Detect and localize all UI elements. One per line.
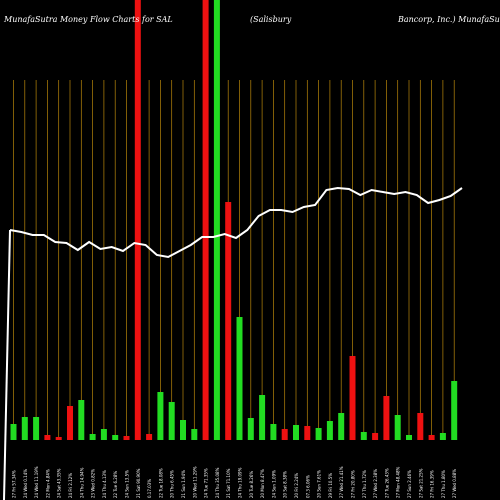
x-tick-label: 24 Tue 71.35% — [204, 468, 209, 498]
money-flow-bar — [383, 396, 390, 440]
money-flow-bar — [406, 435, 412, 440]
x-tick-label: 21 Sat 90.90% — [136, 468, 141, 498]
money-flow-bar — [100, 429, 107, 440]
money-flow-bar — [451, 381, 458, 440]
x-tick-label: 27 Tue 26.43% — [384, 468, 389, 498]
money-flow-bar — [180, 420, 186, 440]
x-tick-label: 27 Thu 1.72% — [362, 470, 367, 498]
money-flow-bar — [146, 434, 153, 440]
x-tick-label: 20 Thu 6.45% — [170, 470, 175, 498]
money-flow-bar — [315, 428, 322, 440]
x-tick-label: 24 Fri 2.12% — [68, 473, 73, 498]
money-flow-bar — [225, 202, 232, 440]
x-tick-label: 24 Thu 35.08% — [215, 467, 220, 498]
x-tick-label: 27 Thu 1.80% — [441, 470, 446, 498]
money-flow-bar — [89, 434, 96, 440]
x-tick-label: 27 Sun 2.46% — [407, 470, 412, 498]
money-flow-bar — [417, 413, 424, 440]
x-tick-label: 20 Tue 8.26% — [249, 471, 254, 498]
x-tick-label: 20 Mon 8.47% — [260, 469, 265, 498]
x-tick-label: 24 Wed 0.14% — [23, 469, 28, 498]
x-tick-label: 07.3 6.06% — [305, 475, 310, 498]
money-flow-bar — [123, 436, 130, 440]
money-flow-bar — [44, 435, 51, 440]
price-line — [9, 186, 463, 259]
x-tick-label: 27 Wed 0.88% — [452, 469, 457, 498]
money-flow-bar — [360, 432, 367, 440]
money-flow-bar — [293, 425, 299, 440]
money-flow-bar — [349, 356, 356, 440]
money-flow-bar — [134, 0, 141, 440]
x-tick-label: 24 Sat 43.35% — [57, 468, 62, 498]
x-tick-label: 27 Mon 48.48% — [396, 466, 401, 498]
money-flow-bar — [338, 413, 345, 440]
x-tick-label: 24 Wed 11.19% — [34, 466, 39, 498]
money-flow-bar — [78, 400, 85, 440]
x-tick-label: 27 Fri 20.80% — [351, 470, 356, 498]
money-flow-bar — [33, 417, 40, 440]
x-tick-label: 22 Tue 18.08% — [158, 468, 163, 498]
money-flow-bar — [236, 317, 243, 440]
money-flow-bar — [202, 0, 209, 440]
money-flow-bar — [55, 437, 62, 440]
x-tick-label: 21 Sun 1.94% — [181, 470, 186, 498]
x-tick-label: 20 Sat 8.38% — [283, 471, 288, 498]
x-tick-label: 22 Tue 6.28% — [113, 471, 118, 498]
x-tick-label: 23 Wed 0.82% — [91, 469, 96, 498]
x-tick-label: 24 Thu 14.94% — [79, 467, 84, 498]
money-flow-bar — [394, 415, 401, 440]
x-tick-label: 20 Fri 2.24% — [294, 473, 299, 498]
x-tick-label: 27 Fri 57.34% — [12, 470, 17, 498]
x-tick-label: 22 Mon 4.84% — [45, 469, 50, 498]
x-tick-label: 27 Wed 2.38% — [373, 469, 378, 498]
chart-title-company-cont: Bancorp, Inc.) MunafaSutra.com — [397, 15, 500, 24]
money-flow-bar — [168, 402, 175, 440]
price-line-start — [3, 229, 11, 500]
money-flow-bars — [10, 0, 458, 440]
money-flow-bar — [439, 433, 446, 440]
x-tick-label: 0.17.03% — [147, 479, 152, 498]
x-tick-label: 27 Wed 21.41% — [339, 466, 344, 498]
x-tick-labels: 27 Fri 57.34% 24 Wed 0.14% 24 Wed 11.19% 22… — [12, 466, 458, 498]
money-flow-bar — [326, 421, 333, 440]
x-tick-label: 27 Sat 21.25% — [418, 468, 423, 498]
money-flow-bar — [428, 435, 435, 440]
x-tick-label: 21 Sat 71.10% — [226, 468, 231, 498]
x-tick-label: 24 Sun 13.5% — [125, 470, 130, 498]
price-line-layer — [3, 186, 463, 500]
money-flow-bar — [259, 395, 266, 440]
money-flow-bar — [281, 429, 288, 440]
money-flow-bar — [67, 406, 73, 440]
money-flow-bar — [304, 426, 311, 440]
x-tick-label: 29 Fri 10.5% — [328, 473, 333, 498]
money-flow-bar — [270, 424, 277, 440]
chart-title-company: (Salisbury — [250, 15, 292, 24]
money-flow-bar — [21, 417, 28, 440]
money-flow-bar — [112, 435, 119, 440]
money-flow-bar — [191, 429, 198, 440]
x-tick-label: 27 Fri 16.39% — [430, 470, 435, 498]
x-tick-label: 24 Sun 1.09% — [271, 470, 276, 498]
money-flow-bar — [247, 418, 254, 440]
x-tick-label: 24 Thu 4.13% — [102, 470, 107, 498]
money-flow-bar — [213, 0, 220, 440]
chart-title: MunafaSutra Money Flow Charts for SAL — [3, 15, 173, 24]
money-flow-bar — [157, 392, 164, 440]
money-flow-bar — [10, 424, 17, 440]
x-tick-label: 20 Sun 7.61% — [317, 470, 322, 498]
x-tick-label: 20 Wed 11.29% — [192, 466, 197, 498]
money-flow-bar — [372, 433, 379, 440]
x-tick-label: 24 Thu 19.09% — [238, 467, 243, 498]
